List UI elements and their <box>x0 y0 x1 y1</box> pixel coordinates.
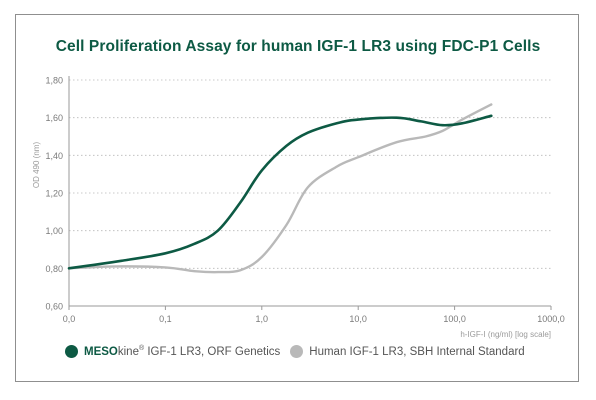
gridlines <box>69 79 551 269</box>
registered-mark: ® <box>138 345 145 353</box>
brand-logo-text: MESO <box>84 345 118 358</box>
legend-marker-orf <box>65 345 78 358</box>
y-tick-label: 0,80 <box>45 264 63 274</box>
x-tick-label: 0,0 <box>63 314 76 324</box>
y-tick-label: 1,80 <box>45 76 63 86</box>
x-axis-label: h-IGF-I (ng/ml) [log scale] <box>460 330 551 339</box>
legend-label-orf: MESOkine® IGF-1 LR3, ORF Genetics <box>84 345 280 358</box>
y-axis-label: OD 490 (nm) <box>32 142 41 189</box>
x-tick-label: 100,0 <box>443 314 466 324</box>
chart-frame <box>15 14 579 382</box>
x-tick-label: 1000,0 <box>537 314 565 324</box>
x-tick-label: 10,0 <box>349 314 367 324</box>
legend-label-sbh: Human IGF-1 LR3, SBH Internal Standard <box>309 345 525 358</box>
y-tick-label: 1,20 <box>45 189 63 199</box>
y-tick-label: 1,40 <box>45 151 63 161</box>
legend: MESOkine® IGF-1 LR3, ORF Genetics Human … <box>65 345 535 358</box>
legend-item-orf: MESOkine® IGF-1 LR3, ORF Genetics <box>65 345 280 358</box>
legend-item-sbh: Human IGF-1 LR3, SBH Internal Standard <box>290 345 525 358</box>
series-line-orf-genetics <box>67 114 493 270</box>
x-tick-label: 1,0 <box>256 314 269 324</box>
chart-title: Cell Proliferation Assay for human IGF-1… <box>55 38 541 55</box>
y-tick-label: 0,60 <box>45 302 63 312</box>
legend-text-orf: IGF-1 LR3, ORF Genetics <box>144 345 281 358</box>
brand-suffix: kine <box>117 345 139 358</box>
y-tick-label: 1,00 <box>45 226 63 236</box>
x-tick-label: 0,1 <box>159 314 172 324</box>
legend-marker-sbh <box>290 345 304 358</box>
y-tick-label: 1,60 <box>45 113 63 123</box>
tick-labels: 0,60 0,80 1,00 1,20 1,40 1,60 1,80 0,0 0,1 1,0 10,… <box>32 76 565 340</box>
series-lines <box>67 103 493 274</box>
series-line-sbh-standard <box>67 103 493 274</box>
